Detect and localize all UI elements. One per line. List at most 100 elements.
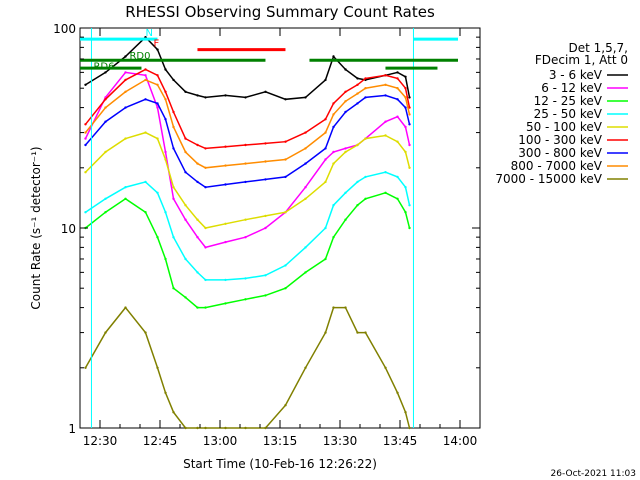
legend-label: 800 - 7000 keV: [511, 159, 603, 173]
data-point: [196, 180, 199, 184]
data-point: [364, 77, 367, 80]
data-point: [356, 77, 359, 80]
data-point: [332, 125, 335, 129]
data-point: [344, 110, 347, 114]
data-point: [408, 166, 411, 169]
legend-label: 25 - 50 keV: [534, 107, 603, 121]
data-point: [184, 296, 187, 299]
data-point: [264, 142, 267, 145]
data-point: [284, 175, 287, 179]
legend-label: 6 - 12 keV: [541, 81, 603, 95]
data-point: [184, 218, 187, 221]
data-point: [408, 96, 411, 99]
data-point: [184, 426, 187, 430]
data-point: [244, 162, 247, 165]
data-point: [156, 137, 159, 140]
data-point: [244, 426, 247, 430]
series-line: [85, 36, 411, 101]
data-point: [324, 257, 327, 261]
legend-label: 12 - 25 keV: [534, 94, 603, 108]
data-point: [224, 183, 227, 186]
data-point: [184, 204, 187, 207]
data-point: [304, 186, 307, 189]
annotation-label: RD6: [93, 62, 114, 73]
data-point: [304, 246, 307, 249]
data-point: [204, 166, 207, 169]
data-point: [84, 366, 87, 369]
data-point: [264, 274, 267, 277]
data-point: [404, 211, 407, 214]
data-point: [84, 211, 87, 214]
data-point: [172, 236, 175, 239]
data-point: [124, 137, 127, 140]
data-point: [408, 143, 411, 147]
data-point: [84, 123, 87, 126]
series-layer: [84, 36, 411, 430]
data-point: [244, 298, 247, 301]
data-point: [224, 145, 227, 148]
data-point: [332, 102, 335, 105]
data-point: [124, 306, 127, 309]
data-point: [184, 257, 187, 261]
data-point: [164, 211, 167, 214]
data-point: [244, 236, 247, 239]
data-point: [172, 110, 175, 114]
data-point: [124, 186, 127, 189]
data-point: [364, 96, 367, 99]
data-point: [164, 98, 167, 101]
data-point: [384, 120, 387, 123]
data-point: [204, 186, 207, 189]
data-point: [156, 236, 159, 239]
data-point: [332, 55, 335, 58]
series-line: [85, 191, 411, 309]
data-point: [344, 100, 347, 103]
data-point: [284, 264, 287, 267]
data-point: [184, 137, 187, 140]
data-point: [396, 87, 399, 90]
data-point: [164, 118, 167, 121]
data-point: [84, 143, 87, 147]
data-point: [396, 98, 399, 101]
data-point: [324, 158, 327, 161]
data-point: [304, 96, 307, 99]
data-point: [144, 68, 147, 71]
data-point: [404, 150, 407, 154]
series-line: [84, 131, 411, 229]
data-point: [124, 197, 127, 200]
legend-label: 3 - 6 keV: [549, 68, 603, 82]
data-point: [304, 162, 307, 165]
data-point: [324, 131, 327, 134]
data-point: [204, 306, 207, 309]
data-point: [408, 106, 411, 109]
data-point: [144, 98, 147, 101]
data-point: [172, 78, 175, 82]
data-point: [284, 404, 287, 407]
x-tick-label: 13:00: [203, 434, 238, 448]
data-point: [196, 94, 199, 97]
data-point: [204, 278, 207, 282]
data-point: [324, 147, 327, 150]
series-line: [85, 171, 411, 281]
legend-label: 7000 - 15000 keV: [495, 172, 602, 186]
data-point: [204, 426, 207, 430]
data-point: [344, 147, 347, 150]
data-point: [144, 331, 147, 334]
data-point: [204, 96, 207, 99]
data-point: [124, 78, 127, 82]
data-point: [124, 71, 127, 74]
data-point: [164, 158, 167, 161]
data-point: [244, 180, 247, 184]
data-point: [364, 87, 367, 90]
axis-layer: 12:30 12:45 13:00 13:15 13:30 13:45 14:00 1 10 10…: [53, 22, 481, 448]
data-point: [332, 113, 335, 116]
legend-header-line-1: Det 1,5,7,: [569, 41, 629, 55]
data-point: [156, 102, 159, 105]
data-point: [324, 331, 327, 334]
data-point: [408, 113, 411, 116]
y-tick-label: 1: [68, 422, 76, 436]
data-point: [284, 287, 287, 290]
data-point: [172, 186, 175, 189]
